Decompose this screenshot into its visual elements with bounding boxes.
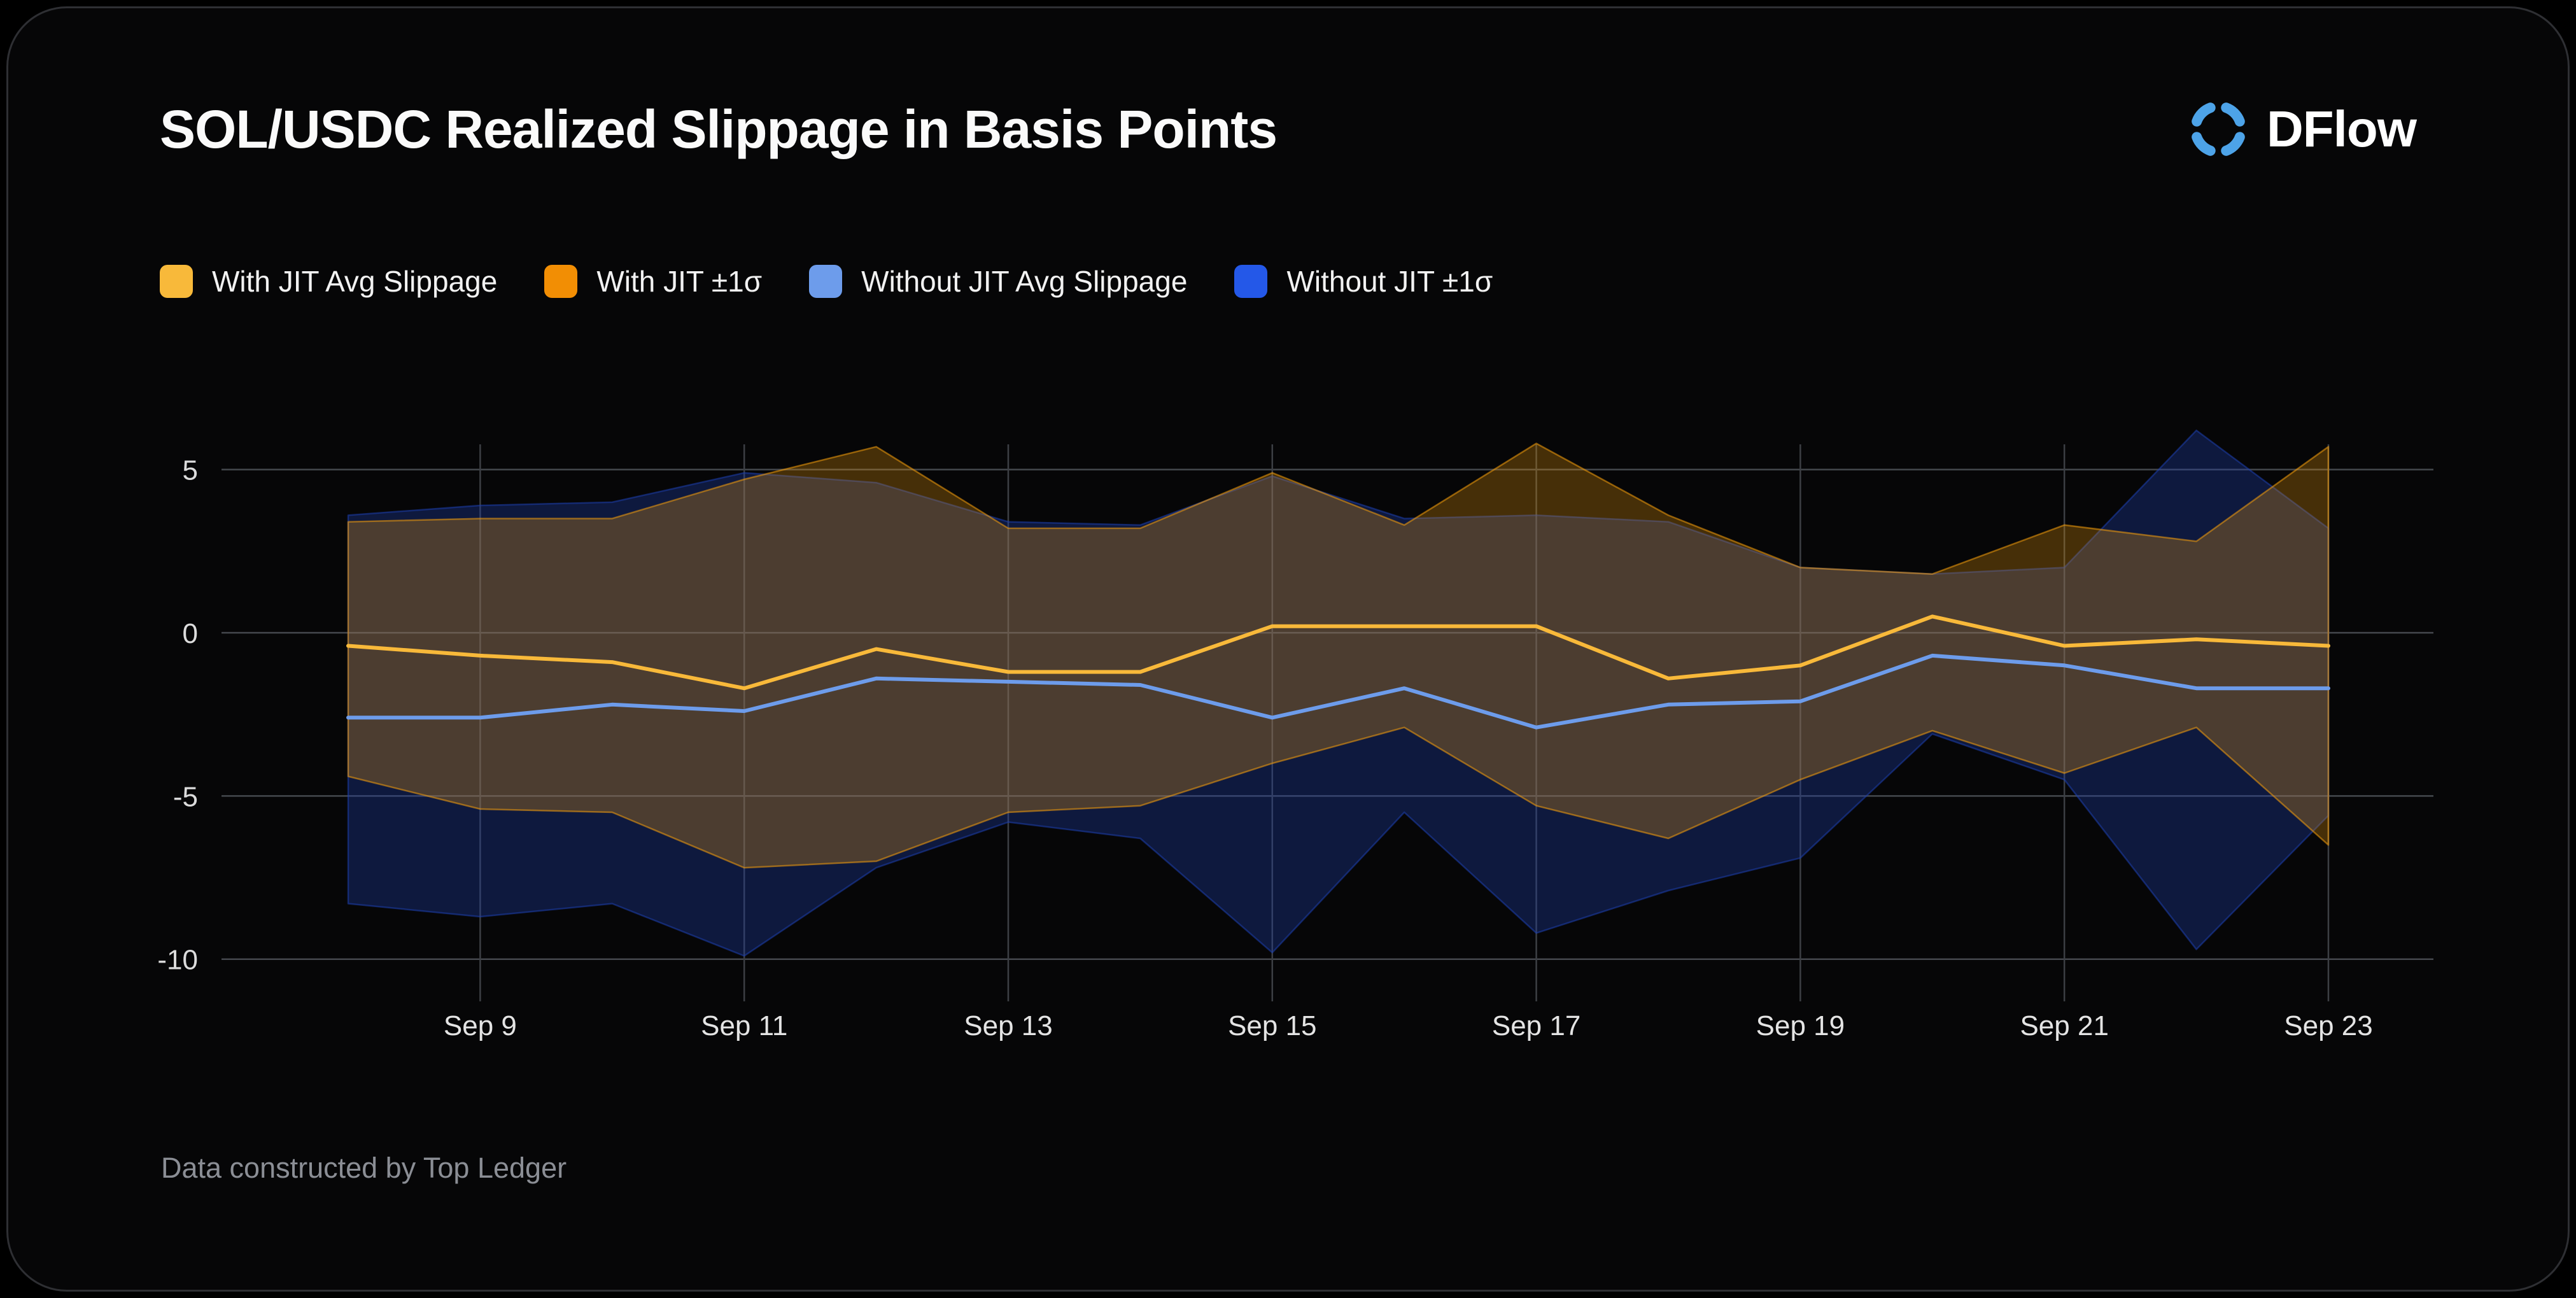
x-axis-label: Sep 23 — [2284, 1010, 2372, 1041]
x-axis-label: Sep 15 — [1228, 1010, 1316, 1041]
x-axis-label: Sep 9 — [444, 1010, 517, 1041]
chart-legend: With JIT Avg Slippage With JIT ±1σ Without… — [160, 264, 1493, 299]
y-axis-label: -10 — [157, 945, 198, 976]
brand: DFlow — [2186, 97, 2417, 161]
x-axis-label: Sep 17 — [1492, 1010, 1580, 1041]
legend-label: Without JIT ±1σ — [1286, 265, 1493, 298]
slippage-chart[interactable]: 5 0 -5 -10 Sep 9 Sep 11 Sep 13 Sep 15 Sep 17 Sep … — [8, 390, 2570, 1090]
legend-item-1[interactable]: With JIT ±1σ — [544, 264, 762, 299]
with-jit-avg-line — [346, 614, 2330, 691]
x-axis-label: Sep 21 — [2020, 1010, 2108, 1041]
with-jit-sigma-band — [347, 442, 2330, 869]
y-axis-label: 5 — [183, 455, 198, 486]
header: SOL/USDC Realized Slippage in Basis Poin… — [160, 97, 2417, 161]
chart-card: SOL/USDC Realized Slippage in Basis Poin… — [6, 6, 2570, 1292]
legend-swatch — [809, 265, 843, 298]
legend-label: Without JIT Avg Slippage — [861, 265, 1188, 298]
page-title: SOL/USDC Realized Slippage in Basis Poin… — [160, 99, 1277, 159]
legend-item-2[interactable]: Without JIT Avg Slippage — [809, 264, 1187, 299]
dflow-clover-icon — [2192, 102, 2245, 156]
legend-item-0[interactable]: With JIT Avg Slippage — [160, 264, 497, 299]
legend-item-3[interactable]: Without JIT ±1σ — [1234, 264, 1493, 299]
legend-swatch — [160, 265, 193, 298]
without-jit-avg-line — [346, 653, 2330, 730]
chart-area[interactable]: 5 0 -5 -10 Sep 9 Sep 11 Sep 13 Sep 15 Sep 17 Sep … — [8, 390, 2570, 1090]
legend-label: With JIT ±1σ — [596, 265, 763, 298]
legend-swatch — [1234, 265, 1268, 298]
legend-swatch — [544, 265, 578, 298]
y-axis-label: 0 — [183, 618, 198, 649]
y-axis-label: -5 — [173, 781, 198, 812]
brand-name: DFlow — [2267, 101, 2417, 157]
x-axis-label: Sep 13 — [964, 1010, 1052, 1041]
x-axis-label: Sep 11 — [701, 1010, 787, 1041]
legend-label: With JIT Avg Slippage — [212, 265, 498, 298]
x-axis-label: Sep 19 — [1756, 1010, 1845, 1041]
footer-attribution: Data constructed by Top Ledger — [161, 1152, 567, 1184]
